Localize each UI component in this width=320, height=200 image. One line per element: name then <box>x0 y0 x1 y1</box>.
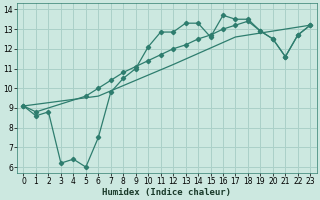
X-axis label: Humidex (Indice chaleur): Humidex (Indice chaleur) <box>102 188 231 197</box>
